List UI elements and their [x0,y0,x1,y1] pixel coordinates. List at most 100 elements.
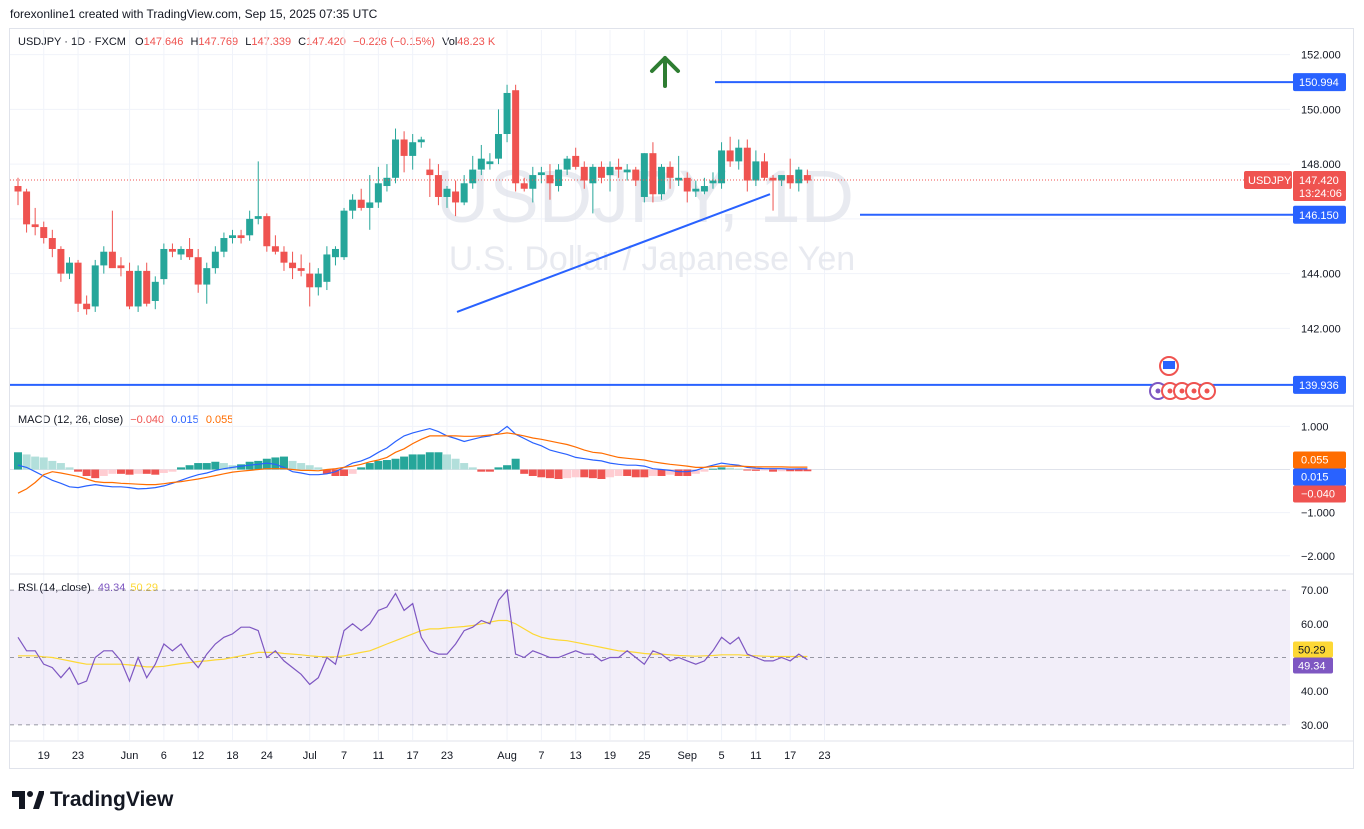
time-tick-label: 25 [638,750,650,762]
candle-body [426,169,434,176]
macd-histogram-bar [408,454,417,470]
price-tick-label: 152.000 [1301,50,1341,62]
symbol-label[interactable]: USDJPY · 1D · FXCM [18,36,126,48]
candle-body [537,172,545,176]
time-tick-label: 19 [38,750,50,762]
candle-body [143,270,151,304]
rsi-value-badge [1293,657,1333,674]
candle-body [623,169,631,173]
candle-body [126,270,134,307]
macd-histogram-bar [606,469,615,478]
candle-body [186,248,194,258]
high-value: 147.769 [198,36,239,48]
candle-body [168,248,176,252]
macd-histogram-bar [760,469,769,471]
candle-body [752,161,760,181]
symbol-badge [1244,171,1292,189]
macd-histogram-bar [794,469,803,472]
close-label: C [298,36,307,48]
horizontal-level-label: 146.150 [1299,210,1339,222]
time-tick-label: 11 [373,750,384,762]
candle-body [83,303,91,310]
macd-histogram-bar [777,469,786,472]
candle-body [563,158,571,170]
low-value: 147.339 [251,36,292,48]
time-tick-label: 23 [72,750,84,762]
macd-histogram-bar [151,469,160,475]
candle-body [795,169,803,184]
time-tick-label: Jul [303,750,317,762]
time-tick-label: 23 [441,750,453,762]
macd-histogram-bar [31,456,40,470]
rsi-legend-name[interactable]: RSI (14, close) [18,582,91,594]
macd-histogram-bar [503,465,512,470]
time-tick-label: 23 [818,750,830,762]
time-tick-label: 13 [570,750,582,762]
macd-histogram-bar [477,469,486,472]
macd-histogram-bar [803,469,812,472]
macd-histogram-bar [340,469,349,476]
candle-body [778,175,786,181]
candle-body [271,246,279,252]
macd-histogram-bar [237,464,246,470]
candle-body [666,166,674,178]
macd-legend-name[interactable]: MACD (12, 26, close) [18,414,124,426]
macd-histogram-bar [39,457,48,470]
macd-histogram-bar [769,469,778,472]
macd-legend-signal: 0.055 [205,414,234,426]
candle-body [452,191,460,203]
macd-histogram-bar [288,460,297,470]
macd-histogram-bar [434,452,443,470]
candle-body [735,147,743,162]
macd-histogram-bar [219,463,228,470]
macd-histogram-bar [717,467,726,470]
macd-histogram-bar [571,469,580,478]
rsi-line [17,588,808,686]
macd-histogram-bar [177,467,186,470]
economic-event-icon [1167,388,1173,394]
macd-histogram-bar [631,469,640,478]
economic-event-icon [1191,388,1197,394]
candle-body [289,262,297,269]
time-tick-label: 17 [407,750,419,762]
candle-body [417,139,425,143]
candle-body [460,183,468,203]
macd-value-badge [1293,485,1346,503]
candle-body [632,169,640,181]
candle-body [314,273,322,288]
macd-histogram-bar [297,463,306,470]
macd-legend-macd: 0.015 [171,414,199,426]
countdown-label: 13:24:06 [1299,188,1342,200]
macd-histogram-bar [563,469,572,479]
macd-histogram-bar [185,465,194,470]
rsi-legend-value: 49.34 [97,582,126,594]
economic-event-icon [1179,388,1185,394]
macd-histogram-bar [545,469,554,479]
candle-body [194,257,202,285]
macd-histogram-bar [365,463,374,470]
candle-body [357,199,365,208]
time-tick-label: 17 [784,750,796,762]
rsi-tick-label: 40.00 [1301,686,1329,698]
macd-histogram-bar [14,452,22,470]
macd-histogram-bar [374,460,383,470]
macd-histogram-bar [91,469,100,479]
macd-histogram-bar [314,467,323,470]
rsi-tick-label: 30.00 [1301,720,1329,732]
macd-histogram-bar [168,469,177,472]
macd-value-label: 0.055 [1301,455,1329,467]
candle-body [692,188,700,192]
macd-tick-label: −1.000 [1301,508,1335,520]
candle-body [23,191,31,225]
candle-body [211,251,219,269]
macd-histogram-bar [99,469,108,476]
rsi-ma-line [18,619,808,668]
candle-body [151,281,159,301]
rsi-tick-label: 70.00 [1301,585,1329,597]
candle-body [486,161,494,165]
time-tick-label: Sep [677,750,697,762]
macd-histogram-bar [82,469,91,476]
trendline [456,193,771,313]
macd-histogram-bar [254,460,263,470]
